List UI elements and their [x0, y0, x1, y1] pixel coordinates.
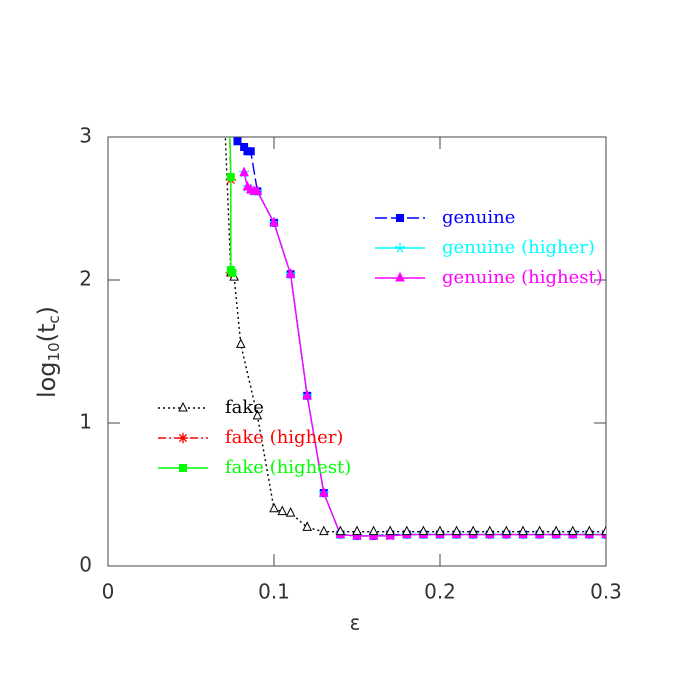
point [252, 185, 263, 195]
point [246, 147, 255, 156]
x-tick-label: 0.1 [258, 580, 290, 604]
point [225, 104, 233, 112]
series-line [224, 137, 606, 533]
y-label-sub: c [45, 315, 63, 323]
series-line [243, 172, 606, 537]
point [335, 525, 346, 536]
point [394, 242, 406, 253]
point [220, 103, 228, 111]
legend-label: genuine (higher) [442, 237, 595, 258]
x-tick-label: 0.3 [590, 580, 622, 604]
point [318, 486, 329, 497]
point [368, 525, 379, 536]
point [269, 502, 279, 513]
point [285, 268, 296, 278]
point [226, 173, 235, 182]
point [269, 216, 279, 227]
point [233, 137, 242, 146]
series-line [229, 137, 234, 274]
x-tick-label: 0 [102, 580, 115, 604]
point [302, 389, 313, 400]
point [484, 525, 495, 536]
point [228, 268, 237, 277]
plot-area [220, 103, 606, 541]
point [551, 525, 562, 536]
y-axis-label: log10(tc) [33, 306, 63, 398]
point [396, 214, 404, 222]
y-label-part: (t [33, 324, 61, 343]
legend-label: genuine [442, 207, 515, 228]
point [239, 166, 249, 177]
y-label-part: ) [33, 306, 61, 315]
y-tick-label: 1 [79, 410, 92, 434]
point [401, 525, 412, 536]
point [302, 521, 313, 531]
point [318, 525, 329, 536]
point [179, 464, 187, 472]
y-label-part: log [33, 361, 61, 398]
point [235, 338, 246, 348]
legend-label: fake (higher) [225, 427, 343, 448]
point [601, 525, 606, 536]
point [178, 401, 188, 412]
point [224, 103, 234, 113]
legend-label: fake [225, 397, 264, 418]
point [385, 525, 396, 536]
point [451, 525, 462, 536]
point [501, 525, 512, 536]
point [285, 506, 296, 517]
y-tick-label: 3 [79, 124, 92, 148]
point [567, 525, 578, 536]
point [352, 525, 362, 536]
point [468, 525, 479, 536]
x-tick-label: 0.2 [424, 580, 456, 604]
point [395, 271, 405, 282]
point [252, 409, 263, 420]
point [418, 525, 429, 536]
legend-label: genuine (highest) [442, 267, 603, 288]
point [277, 505, 288, 516]
point [584, 525, 595, 536]
point [177, 432, 189, 444]
legend-label: fake (highest) [225, 457, 351, 478]
point [534, 525, 545, 536]
point [230, 119, 238, 127]
point [518, 525, 528, 536]
y-tick-label: 2 [79, 267, 92, 291]
plot-frame [107, 136, 607, 567]
point [240, 143, 249, 152]
y-label-sub: 10 [45, 342, 63, 361]
y-tick-label: 0 [79, 553, 92, 577]
series-line [243, 172, 606, 537]
x-axis-label: ε [350, 611, 361, 635]
point [435, 525, 445, 536]
